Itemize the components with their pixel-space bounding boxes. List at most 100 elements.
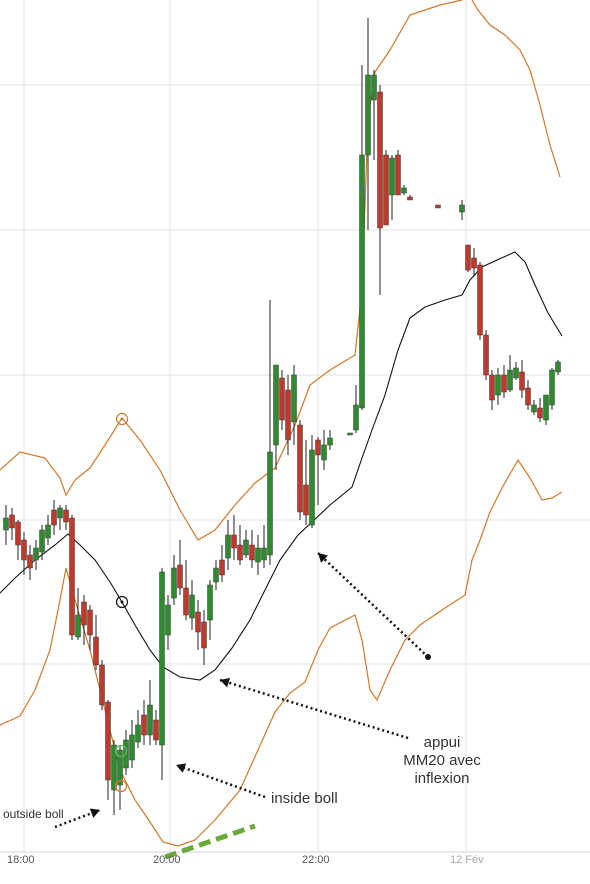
candle-up (3, 517, 9, 531)
candle-down (435, 204, 441, 209)
candle-up (171, 567, 177, 599)
annotation-appui-line2: MM20 avec (403, 752, 481, 769)
candle-up (513, 367, 519, 379)
candle-down (69, 517, 75, 636)
x-tick-label: 20:00 (153, 854, 181, 866)
support-dashed-line (164, 823, 256, 860)
buy-signal-marker (114, 744, 128, 758)
candle-up (347, 432, 353, 436)
candle-up (33, 547, 39, 561)
arrow-pullback-head (318, 553, 328, 563)
candle-up (39, 529, 45, 553)
candle-down (525, 387, 531, 406)
candle-down (501, 374, 507, 393)
candle-up (543, 394, 549, 421)
candle-up (129, 734, 135, 761)
arrow-pullback-origin (425, 654, 431, 660)
candle-down (471, 257, 477, 269)
candle-up (213, 567, 219, 583)
arrow-inside-boll-head (176, 763, 187, 773)
arrow-inside-boll (175, 763, 266, 799)
candle-down (465, 244, 471, 271)
candle-down (489, 374, 495, 401)
candle-up (327, 437, 333, 446)
arrow-pullback (317, 552, 429, 658)
candle-up (117, 749, 123, 786)
candle-down (297, 424, 303, 513)
candle-up (389, 157, 395, 196)
arrow-ma-inflection-head (220, 677, 231, 688)
arrow-ma-inflection (219, 678, 409, 740)
candle-up (459, 204, 465, 213)
candle-up (189, 594, 195, 619)
lower-band-marker (114, 779, 128, 793)
candle-down (21, 539, 27, 561)
annotation-appui-line1: appui (424, 734, 461, 751)
candle-up (371, 74, 377, 101)
candle-up (353, 404, 359, 431)
candle-down (383, 154, 389, 226)
candle-down (303, 484, 309, 516)
chart-grid (0, 0, 590, 853)
candle-up (495, 374, 501, 396)
annotation-arrows (54, 552, 431, 860)
bollinger-lower-band (0, 458, 563, 847)
candle-down (177, 564, 183, 589)
candles-layer (3, 18, 561, 815)
candle-down (63, 509, 69, 523)
candle-up (165, 604, 171, 636)
annotation-outside-boll: outside boll (3, 807, 64, 821)
candle-down (249, 544, 255, 561)
candle-down (9, 514, 15, 529)
candle-down (483, 334, 489, 376)
candle-down (377, 91, 383, 229)
x-tick-label: 12 Fév (450, 854, 484, 866)
candle-up (225, 534, 231, 559)
candle-up (255, 547, 261, 563)
candle-up (273, 364, 279, 446)
candle-up (365, 74, 371, 156)
candle-up (531, 404, 537, 413)
candle-down (81, 601, 87, 626)
candle-down (231, 534, 237, 549)
candle-up (507, 369, 513, 391)
annotation-inside-boll: inside boll (271, 790, 338, 807)
bollinger-upper-band (471, 0, 561, 178)
candle-up (45, 524, 51, 539)
candle-down (519, 371, 525, 391)
candle-up (135, 724, 141, 743)
candle-up (555, 361, 561, 373)
annotation-appui-line3: inflexion (414, 770, 469, 787)
candle-down (93, 636, 99, 666)
candle-up (147, 704, 153, 736)
candle-down (27, 554, 33, 569)
upper-band-marker-dot (120, 417, 124, 421)
candle-down (15, 521, 21, 546)
candle-up (75, 614, 81, 638)
signal-markers (114, 412, 129, 793)
candle-up (243, 539, 249, 556)
candle-down (315, 439, 321, 456)
candle-up (549, 369, 555, 406)
candle-down (99, 664, 105, 706)
candle-down (537, 407, 543, 419)
candle-up (267, 451, 273, 556)
candle-down (153, 719, 159, 741)
bollinger-bands (0, 0, 563, 847)
candle-up (261, 547, 267, 561)
candle-down (237, 544, 243, 561)
x-axis-ticks: 18:00 20:00 22:00 12 Fév (7, 854, 484, 866)
candle-down (201, 621, 207, 649)
candle-up (291, 374, 297, 423)
candle-down (219, 559, 225, 576)
candle-down (183, 587, 189, 616)
ma-marker (115, 595, 129, 609)
x-tick-label: 18:00 (7, 854, 35, 866)
candle-down (51, 509, 57, 526)
candle-down (141, 714, 147, 736)
annotation-labels: outside boll inside boll appui MM20 avec… (3, 734, 481, 821)
candle-up (309, 449, 315, 526)
candle-down (395, 154, 401, 196)
candle-up (57, 507, 63, 519)
